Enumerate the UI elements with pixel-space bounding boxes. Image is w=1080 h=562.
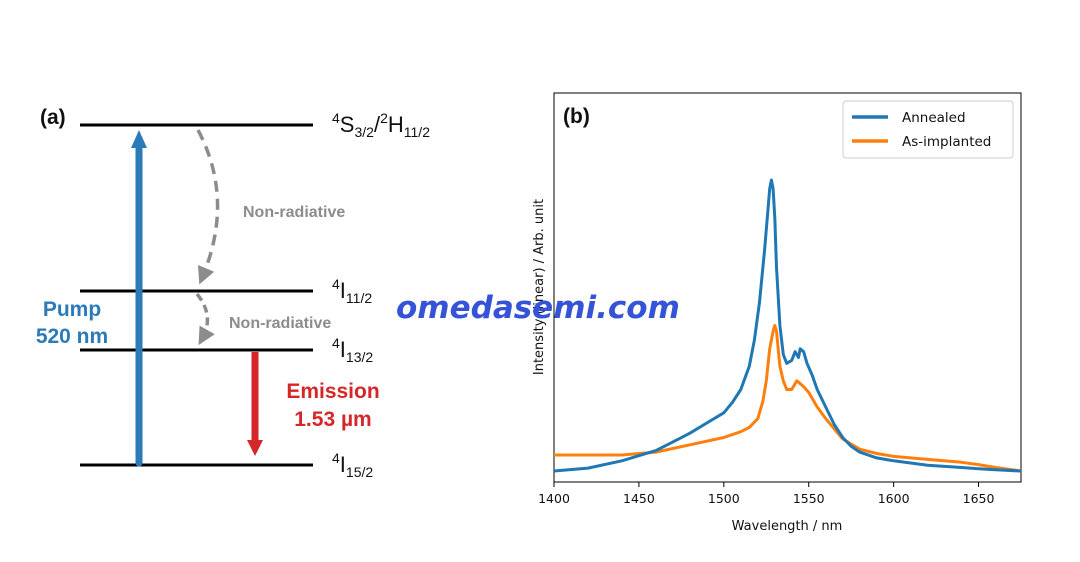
pl-spectrum-chart: (b) 1400 1450 1500 1550 1600 1650 Wavelength … (532, 92, 1022, 534)
level-label-4i112: 4I11/2 (332, 276, 372, 306)
x-tick-label: 1600 (878, 491, 910, 506)
pump-arrow (131, 130, 147, 467)
pump-label: Pump (43, 298, 101, 321)
legend: Annealed As-implanted (842, 100, 1014, 159)
x-tick-label: 1500 (708, 491, 740, 506)
level-label-4i132: 4I13/2 (332, 335, 373, 365)
nonrad-arrow-lower (195, 292, 215, 346)
x-axis-label: Wavelength / nm (732, 519, 843, 534)
emission-arrow (247, 352, 263, 456)
watermark-text: omedasemi.com (396, 290, 680, 326)
nonrad-label-upper: Non-radiative (243, 204, 345, 221)
x-tick-label: 1650 (963, 491, 995, 506)
emission-wavelength-label: 1.53 µm (294, 408, 371, 431)
x-tick-label: 1450 (623, 491, 655, 506)
legend-label-as-implanted: As-implanted (902, 134, 991, 150)
level-label-4i152: 4I15/2 (332, 450, 373, 480)
y-axis-label: Intensity (linear) / Arb. unit (532, 199, 547, 375)
nonrad-label-lower: Non-radiative (229, 315, 331, 332)
nonrad-arrow-upper (196, 129, 220, 285)
pump-wavelength-label: 520 nm (36, 325, 108, 348)
x-tick-label: 1550 (793, 491, 825, 506)
series-line-annealed (553, 178, 1022, 473)
series-group (553, 178, 1022, 473)
energy-level-diagram: (a) 4S3/2/2H11/2 4I11/2 4I13/2 4I15/2 Pu… (36, 106, 430, 480)
series-line-as-implanted (554, 324, 1022, 473)
plot-frame (553, 92, 1022, 483)
level-label-4s32-2h112: 4S3/2/2H11/2 (332, 110, 430, 140)
x-axis-ticks: 1400 1450 1500 1550 1600 1650 (538, 482, 994, 506)
legend-label-annealed: Annealed (902, 110, 966, 126)
emission-label: Emission (286, 380, 379, 403)
panel-a-label: (a) (40, 106, 66, 129)
panel-b-label: (b) (563, 105, 590, 128)
x-tick-label: 1400 (538, 491, 570, 506)
